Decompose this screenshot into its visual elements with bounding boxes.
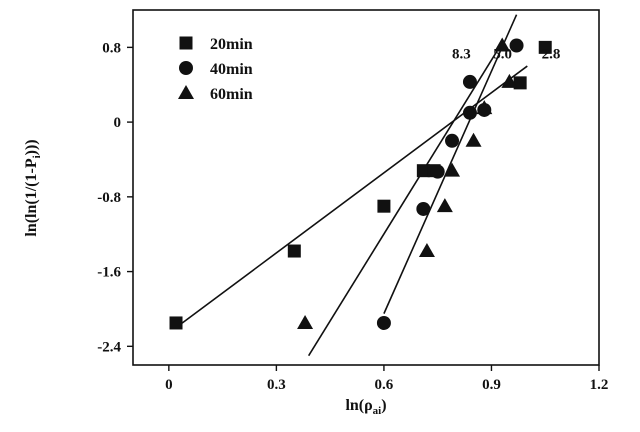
annotation-40min: 5.0: [493, 47, 512, 63]
y-axis-label: ln(ln(1/(1-Pi))): [23, 139, 43, 236]
point-60min: [444, 162, 461, 177]
y-tick-label: -2.4: [97, 339, 121, 355]
point-40min: [445, 133, 460, 148]
y-axis-label-main: ln(ln(1/(1-P: [23, 158, 40, 236]
annotation-20min: 2.8: [542, 47, 561, 63]
legend-label-60min: 60min: [210, 86, 253, 103]
point-40min: [509, 38, 524, 53]
y-tick-label: -0.8: [97, 190, 121, 206]
axis-ticks: 0 0.3 0.6 0.9 1.2 0.8 0 -0.8 -1.6 -2.4: [97, 40, 608, 393]
x-tick-label: 1.2: [590, 377, 609, 393]
x-tick-label: 0.9: [482, 377, 501, 393]
y-tick-label: -1.6: [97, 265, 121, 281]
point-60min: [297, 314, 314, 329]
point-60min: [418, 243, 435, 258]
point-60min: [465, 132, 482, 147]
annotation-60min: 8.3: [452, 47, 471, 63]
x-tick-label: 0.3: [267, 377, 286, 393]
point-60min: [436, 198, 453, 213]
x-axis-label-sub: ai: [373, 405, 382, 417]
plot-frame: [132, 9, 600, 366]
legend-marker-40min: [179, 61, 193, 75]
point-20min: [513, 76, 527, 90]
point-40min: [416, 201, 431, 216]
x-axis-label-close: ): [381, 397, 386, 414]
point-20min: [416, 164, 430, 178]
point-40min: [462, 105, 477, 120]
point-40min: [376, 315, 391, 330]
data-points: [169, 37, 552, 330]
point-40min: [430, 164, 445, 179]
legend-marker-20min: [179, 36, 193, 50]
y-tick-label: 0: [114, 115, 122, 131]
point-60min: [494, 37, 511, 52]
fit-line-60min: [307, 42, 503, 357]
x-tick-label: 0: [165, 377, 173, 393]
point-20min: [169, 316, 183, 330]
y-axis-label-close: ))): [23, 139, 40, 155]
legend-label-20min: 20min: [210, 36, 253, 53]
fit-line-40min: [383, 14, 518, 314]
point-20min: [377, 199, 391, 213]
legend-label-40min: 40min: [210, 61, 253, 78]
fit-line-20min: [175, 65, 528, 329]
annotations: 2.8 5.0 8.3: [452, 47, 560, 63]
point-20min: [287, 244, 301, 258]
legend: 20min 40min 60min: [178, 36, 253, 103]
point-40min: [462, 74, 477, 89]
point-60min: [476, 100, 493, 115]
x-tick-label: 0.6: [375, 377, 394, 393]
point-60min: [501, 73, 518, 88]
legend-marker-60min: [178, 85, 194, 99]
y-tick-label: 0.8: [102, 40, 121, 56]
y-axis-label-sub: i: [31, 155, 43, 158]
x-axis-label: ln(ρai): [345, 397, 386, 417]
x-axis-label-main: ln(ρ: [345, 397, 372, 414]
point-20min: [538, 40, 552, 54]
